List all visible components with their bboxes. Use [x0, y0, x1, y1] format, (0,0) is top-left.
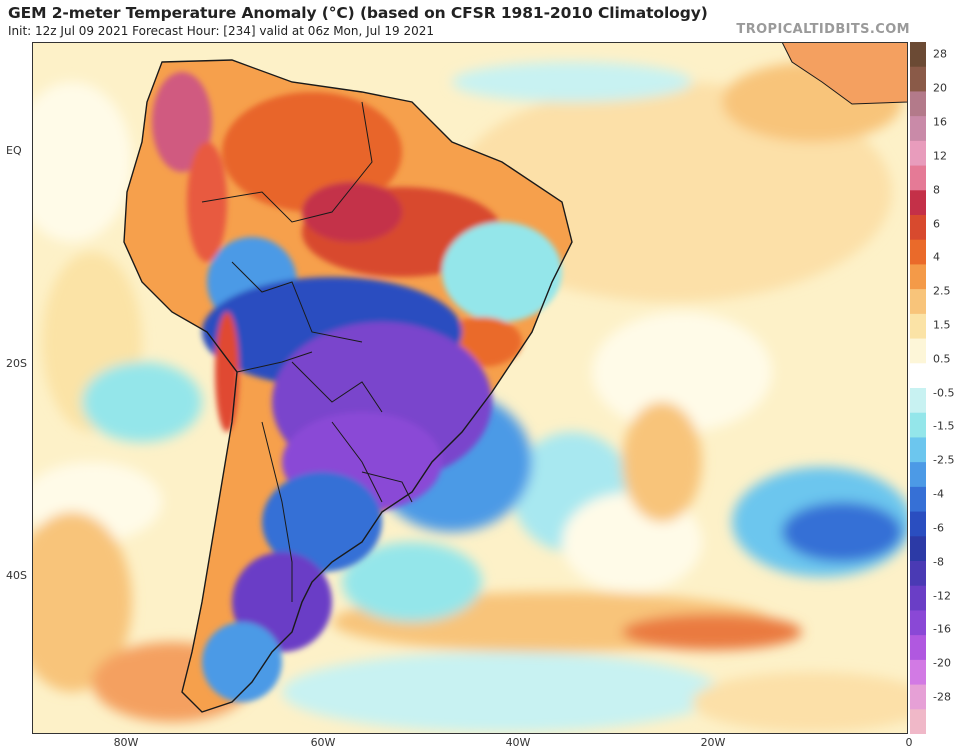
colorbar-label: -4: [933, 487, 944, 501]
colorbar-swatch: [910, 511, 926, 537]
colorbar-swatch: [910, 264, 926, 290]
colorbar-swatch: [910, 412, 926, 438]
colorbar: [910, 42, 926, 734]
colorbar-label: 20: [933, 81, 947, 95]
colorbar-swatch: [910, 215, 926, 241]
colorbar-swatch: [910, 561, 926, 587]
lat-label-eq: EQ: [6, 144, 22, 157]
colorbar-label: 8: [933, 183, 940, 197]
colorbar-label: 2.5: [933, 284, 951, 298]
anomaly-map: [32, 42, 908, 734]
colorbar-swatch: [910, 585, 926, 611]
country-borders: [123, 59, 573, 713]
colorbar-swatch: [910, 709, 926, 734]
colorbar-swatch: [910, 635, 926, 661]
colorbar-swatch: [910, 462, 926, 488]
lon-label-20w: 20W: [700, 736, 726, 749]
continental-anomaly-field: [152, 72, 562, 702]
lon-label-60w: 60W: [310, 736, 336, 749]
colorbar-label: -2.5: [933, 453, 955, 467]
colorbar-label: 1.5: [933, 318, 951, 332]
brand-watermark: TROPICALTIDBITS.COM: [736, 22, 910, 37]
colorbar-label: -0.5: [933, 386, 955, 400]
colorbar-label: 12: [933, 149, 947, 163]
colorbar-swatch: [910, 684, 926, 710]
colorbar-label: -1.5: [933, 419, 955, 433]
colorbar-swatch: [910, 437, 926, 463]
map-frame: [32, 42, 908, 734]
colorbar-swatch: [910, 66, 926, 92]
colorbar-swatch: [910, 239, 926, 265]
colorbar-label: 6: [933, 217, 940, 230]
lat-label-40s: 40S: [6, 569, 27, 582]
colorbar-swatch: [910, 486, 926, 513]
colorbar-swatch: [910, 388, 926, 414]
colorbar-label: 0.5: [933, 352, 951, 366]
colorbar-label: 4: [933, 250, 940, 264]
colorbar-label: -16: [933, 622, 951, 636]
colorbar-swatch: [910, 289, 926, 315]
colorbar-label: -28: [933, 690, 951, 704]
colorbar-swatch: [910, 536, 926, 562]
lon-label-0: 0: [905, 736, 913, 749]
africa-land: [781, 42, 908, 105]
atlantic-anomaly-field: [282, 62, 908, 732]
colorbar-swatch: [910, 659, 926, 686]
lon-label-80w: 80W: [113, 736, 139, 749]
colorbar-swatch: [910, 116, 926, 142]
colorbar-swatch: [910, 140, 926, 167]
colorbar-label: -6: [933, 521, 944, 535]
colorbar-swatch: [910, 190, 926, 216]
colorbar-label: 16: [933, 115, 947, 129]
colorbar-label: -8: [933, 555, 944, 569]
forecast-info: Init: 12z Jul 09 2021 Forecast Hour: [23…: [8, 24, 435, 38]
colorbar-swatch: [910, 165, 926, 191]
lat-label-20s: 20S: [6, 357, 27, 370]
colorbar-label: -20: [933, 656, 951, 670]
colorbar-swatch: [910, 91, 926, 117]
colorbar-swatch: [910, 313, 926, 340]
colorbar-swatch: [910, 42, 926, 68]
colorbar-swatch: [910, 610, 926, 636]
lon-label-40w: 40W: [505, 736, 531, 749]
colorbar-swatch: [910, 338, 926, 364]
colorbar-swatch: [910, 363, 926, 389]
chart-title: GEM 2-meter Temperature Anomaly (°C) (ba…: [8, 4, 708, 22]
colorbar-label: 28: [933, 47, 947, 61]
colorbar-label: -12: [933, 589, 951, 602]
